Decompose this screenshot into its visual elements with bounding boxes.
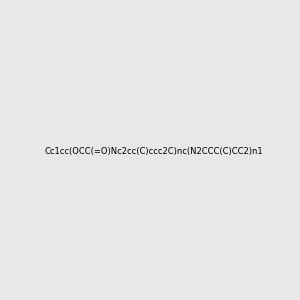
- Text: Cc1cc(OCC(=O)Nc2cc(C)ccc2C)nc(N2CCC(C)CC2)n1: Cc1cc(OCC(=O)Nc2cc(C)ccc2C)nc(N2CCC(C)CC…: [44, 147, 263, 156]
